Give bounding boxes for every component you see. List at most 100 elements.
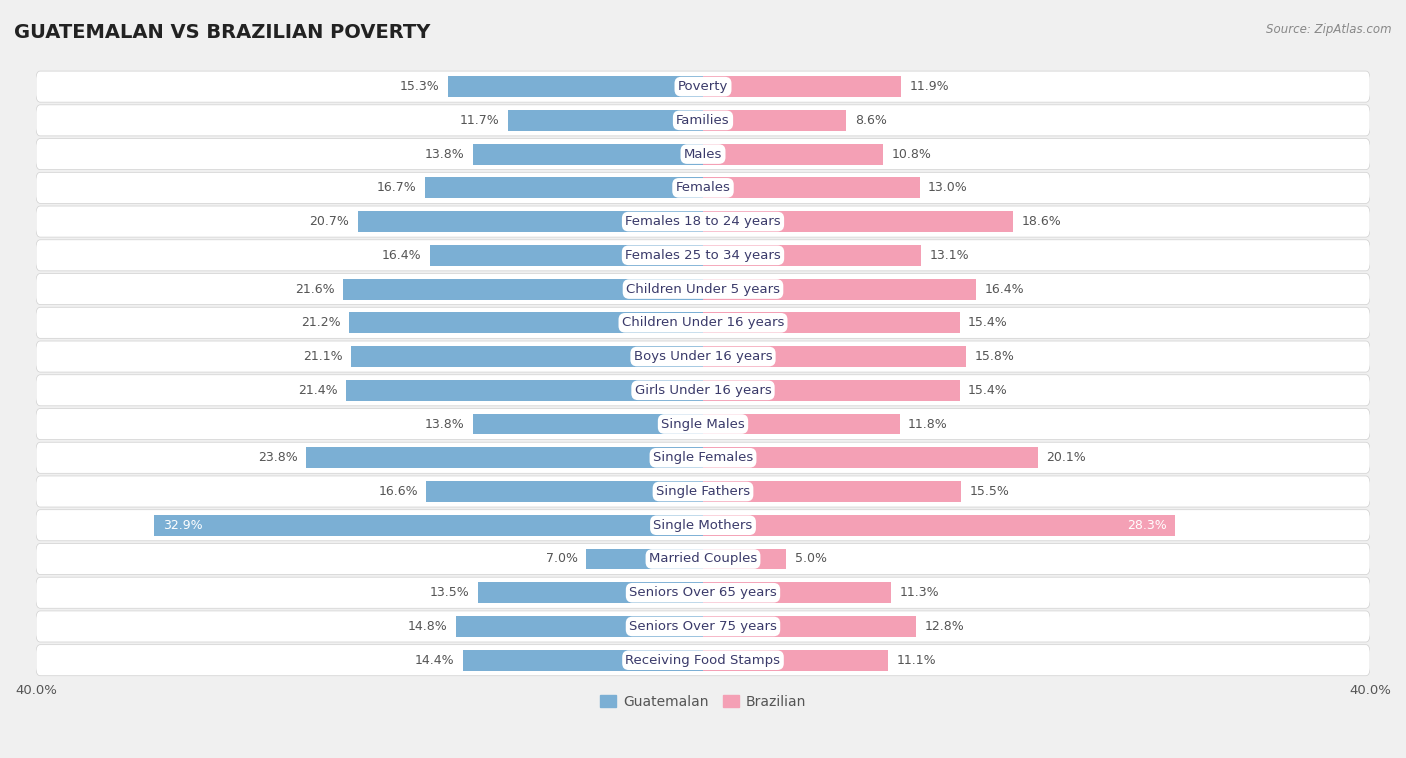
FancyBboxPatch shape — [37, 341, 1369, 372]
Bar — [703, 177, 920, 199]
Text: Females: Females — [675, 181, 731, 194]
Text: 13.8%: 13.8% — [425, 418, 464, 431]
Text: 20.7%: 20.7% — [309, 215, 350, 228]
Text: 16.7%: 16.7% — [377, 181, 416, 194]
FancyBboxPatch shape — [37, 374, 1369, 406]
Bar — [463, 650, 703, 671]
Bar — [703, 515, 1175, 536]
FancyBboxPatch shape — [37, 139, 1369, 170]
FancyBboxPatch shape — [37, 105, 1369, 136]
Text: 18.6%: 18.6% — [1022, 215, 1062, 228]
Bar — [703, 76, 901, 97]
Text: Single Mothers: Single Mothers — [654, 518, 752, 532]
Bar — [703, 414, 900, 434]
Text: Girls Under 16 years: Girls Under 16 years — [634, 384, 772, 396]
Bar — [703, 110, 846, 131]
Text: 13.0%: 13.0% — [928, 181, 967, 194]
Bar — [703, 279, 977, 299]
Text: 15.4%: 15.4% — [969, 316, 1008, 329]
FancyBboxPatch shape — [37, 476, 1369, 507]
Text: 21.4%: 21.4% — [298, 384, 337, 396]
Bar — [449, 76, 703, 97]
Text: Receiving Food Stamps: Receiving Food Stamps — [626, 653, 780, 667]
Bar — [155, 515, 703, 536]
Text: 23.8%: 23.8% — [259, 451, 298, 464]
Text: 12.8%: 12.8% — [925, 620, 965, 633]
FancyBboxPatch shape — [37, 206, 1369, 237]
Text: 13.1%: 13.1% — [929, 249, 969, 262]
Text: 14.8%: 14.8% — [408, 620, 449, 633]
Text: 16.4%: 16.4% — [381, 249, 422, 262]
Bar — [703, 143, 883, 164]
Bar — [472, 143, 703, 164]
Text: Females 25 to 34 years: Females 25 to 34 years — [626, 249, 780, 262]
Text: 13.8%: 13.8% — [425, 148, 464, 161]
Bar — [429, 245, 703, 266]
FancyBboxPatch shape — [37, 509, 1369, 540]
Text: 15.3%: 15.3% — [399, 80, 440, 93]
Text: Source: ZipAtlas.com: Source: ZipAtlas.com — [1267, 23, 1392, 36]
Text: 13.5%: 13.5% — [430, 586, 470, 600]
Text: 28.3%: 28.3% — [1126, 518, 1167, 532]
Bar — [703, 616, 917, 637]
FancyBboxPatch shape — [37, 611, 1369, 642]
Text: Seniors Over 75 years: Seniors Over 75 years — [628, 620, 778, 633]
Bar — [425, 177, 703, 199]
Text: Single Males: Single Males — [661, 418, 745, 431]
Text: 20.1%: 20.1% — [1046, 451, 1087, 464]
Text: 32.9%: 32.9% — [163, 518, 202, 532]
Text: Females 18 to 24 years: Females 18 to 24 years — [626, 215, 780, 228]
Text: 8.6%: 8.6% — [855, 114, 887, 127]
Text: Children Under 16 years: Children Under 16 years — [621, 316, 785, 329]
Text: Families: Families — [676, 114, 730, 127]
Bar — [357, 211, 703, 232]
Text: Boys Under 16 years: Boys Under 16 years — [634, 350, 772, 363]
Bar — [426, 481, 703, 502]
FancyBboxPatch shape — [37, 307, 1369, 338]
Bar — [703, 312, 960, 334]
Text: Single Fathers: Single Fathers — [657, 485, 749, 498]
FancyBboxPatch shape — [37, 645, 1369, 675]
Text: 21.1%: 21.1% — [304, 350, 343, 363]
Text: 14.4%: 14.4% — [415, 653, 454, 667]
Text: 21.2%: 21.2% — [301, 316, 342, 329]
Text: Seniors Over 65 years: Seniors Over 65 years — [628, 586, 778, 600]
FancyBboxPatch shape — [37, 442, 1369, 473]
Text: 5.0%: 5.0% — [794, 553, 827, 565]
Bar — [307, 447, 703, 468]
Text: 15.8%: 15.8% — [974, 350, 1015, 363]
Bar — [703, 582, 891, 603]
Text: 11.9%: 11.9% — [910, 80, 949, 93]
Text: 15.4%: 15.4% — [969, 384, 1008, 396]
Text: 16.6%: 16.6% — [378, 485, 418, 498]
Text: 7.0%: 7.0% — [546, 553, 578, 565]
Bar — [350, 312, 703, 334]
Bar — [456, 616, 703, 637]
Bar — [703, 481, 962, 502]
FancyBboxPatch shape — [37, 172, 1369, 203]
Bar — [346, 380, 703, 401]
FancyBboxPatch shape — [37, 409, 1369, 440]
FancyBboxPatch shape — [37, 577, 1369, 608]
Text: 16.4%: 16.4% — [984, 283, 1025, 296]
Bar — [508, 110, 703, 131]
Text: 11.1%: 11.1% — [897, 653, 936, 667]
Bar — [703, 346, 966, 367]
FancyBboxPatch shape — [37, 274, 1369, 305]
FancyBboxPatch shape — [37, 71, 1369, 102]
Bar — [343, 279, 703, 299]
Bar — [478, 582, 703, 603]
FancyBboxPatch shape — [37, 543, 1369, 575]
Bar — [703, 447, 1038, 468]
Bar — [703, 211, 1014, 232]
Text: Poverty: Poverty — [678, 80, 728, 93]
Bar — [703, 549, 786, 569]
Legend: Guatemalan, Brazilian: Guatemalan, Brazilian — [593, 690, 813, 715]
Text: Married Couples: Married Couples — [650, 553, 756, 565]
Bar — [352, 346, 703, 367]
Text: 21.6%: 21.6% — [295, 283, 335, 296]
Text: Males: Males — [683, 148, 723, 161]
Bar — [703, 650, 889, 671]
Text: GUATEMALAN VS BRAZILIAN POVERTY: GUATEMALAN VS BRAZILIAN POVERTY — [14, 23, 430, 42]
Text: 11.8%: 11.8% — [908, 418, 948, 431]
